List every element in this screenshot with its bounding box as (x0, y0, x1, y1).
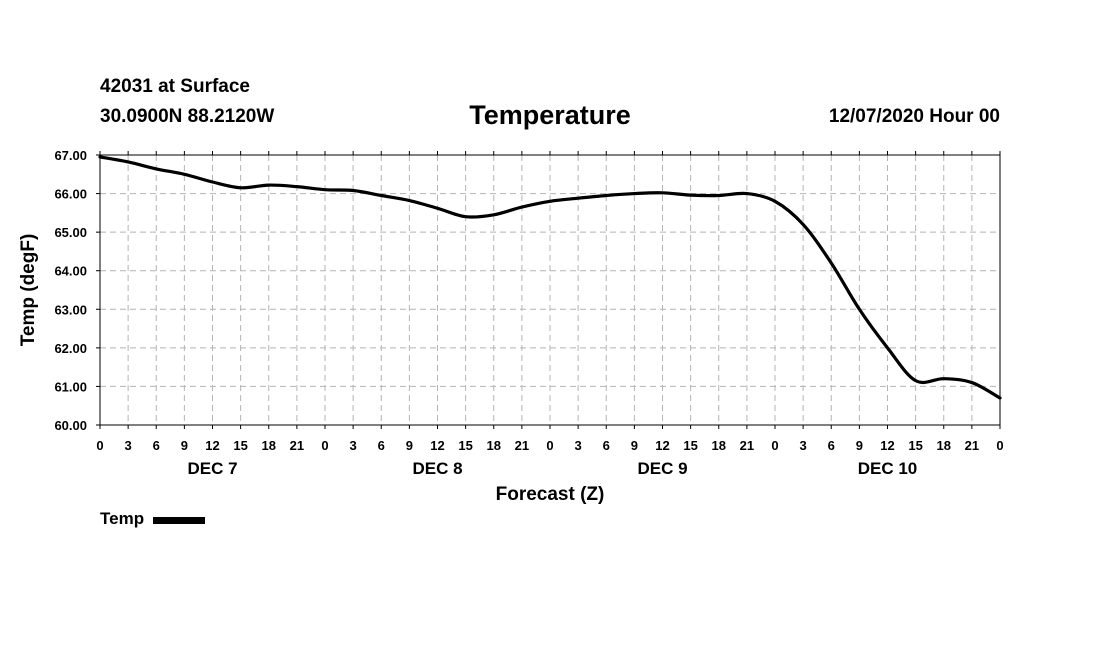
y-axis-ticks: 60.00 61.00 62.00 63.00 64.00 65.00 66.00 67.00 (54, 148, 100, 433)
day-label: DEC 10 (858, 459, 918, 478)
x-tick-label: 15 (683, 438, 697, 453)
run-time-label: 12/07/2020 Hour 00 (828, 106, 1000, 127)
y-axis-label: Temp (degF) (18, 234, 39, 347)
legend-swatch (153, 517, 206, 524)
x-tick-label: 21 (740, 438, 754, 453)
legend-label: Temp (100, 509, 145, 528)
x-tick-label: 9 (631, 438, 638, 453)
x-tick-label: 12 (205, 438, 219, 453)
x-tick-label: 6 (153, 438, 160, 453)
x-axis-label: Forecast (Z) (496, 484, 605, 505)
x-axis-ticks: 0 3 6 9 12 15 18 21 0 3 6 9 12 15 18 21 0 3 6 9 12 15 18 21 0 3 6 9… (96, 151, 1004, 453)
x-tick-label: 15 (233, 438, 247, 453)
legend: Temp (100, 509, 206, 529)
x-tick-label: 21 (965, 438, 979, 453)
plot-frame (99, 154, 1001, 426)
y-tick-label: 60.00 (54, 418, 87, 433)
x-tick-label: 0 (996, 438, 1003, 453)
x-tick-label: 15 (458, 438, 472, 453)
x-tick-label: 6 (378, 438, 385, 453)
x-tick-label: 3 (575, 438, 582, 453)
x-tick-label: 3 (125, 438, 132, 453)
y-tick-label: 62.00 (54, 341, 87, 356)
day-label: DEC 7 (187, 459, 237, 478)
x-tick-label: 0 (771, 438, 778, 453)
x-tick-label: 9 (406, 438, 413, 453)
x-tick-label: 15 (908, 438, 922, 453)
x-tick-label: 18 (937, 438, 951, 453)
x-tick-label: 9 (181, 438, 188, 453)
x-tick-label: 18 (487, 438, 501, 453)
y-tick-label: 65.00 (54, 225, 87, 240)
x-tick-label: 12 (430, 438, 444, 453)
y-tick-label: 64.00 (54, 264, 87, 279)
station-label: 42031 at Surface (100, 76, 250, 97)
x-tick-label: 6 (828, 438, 835, 453)
x-tick-label: 12 (880, 438, 894, 453)
x-tick-label: 0 (321, 438, 328, 453)
x-tick-label: 21 (290, 438, 304, 453)
y-tick-label: 67.00 (54, 148, 87, 163)
y-tick-label: 63.00 (54, 302, 87, 317)
series-line-temp (98, 155, 1002, 400)
x-tick-label: 12 (655, 438, 669, 453)
grid-lines (100, 155, 1000, 425)
x-tick-label: 0 (96, 438, 103, 453)
x-tick-label: 18 (712, 438, 726, 453)
coordinates-label: 30.0900N 88.2120W (100, 106, 275, 127)
chart-title: Temperature (469, 100, 631, 130)
series-layer (98, 155, 1002, 400)
x-tick-label: 9 (856, 438, 863, 453)
x-tick-label: 6 (603, 438, 610, 453)
day-label: DEC 9 (637, 459, 687, 478)
x-tick-label: 0 (546, 438, 553, 453)
x-tick-label: 3 (800, 438, 807, 453)
day-label: DEC 8 (412, 459, 462, 478)
x-tick-label: 3 (350, 438, 357, 453)
y-tick-label: 66.00 (54, 187, 87, 202)
x-tick-label: 21 (515, 438, 529, 453)
y-tick-label: 61.00 (54, 379, 87, 394)
x-tick-label: 18 (262, 438, 276, 453)
day-labels: DEC 7 DEC 8 DEC 9 DEC 10 (187, 459, 917, 478)
